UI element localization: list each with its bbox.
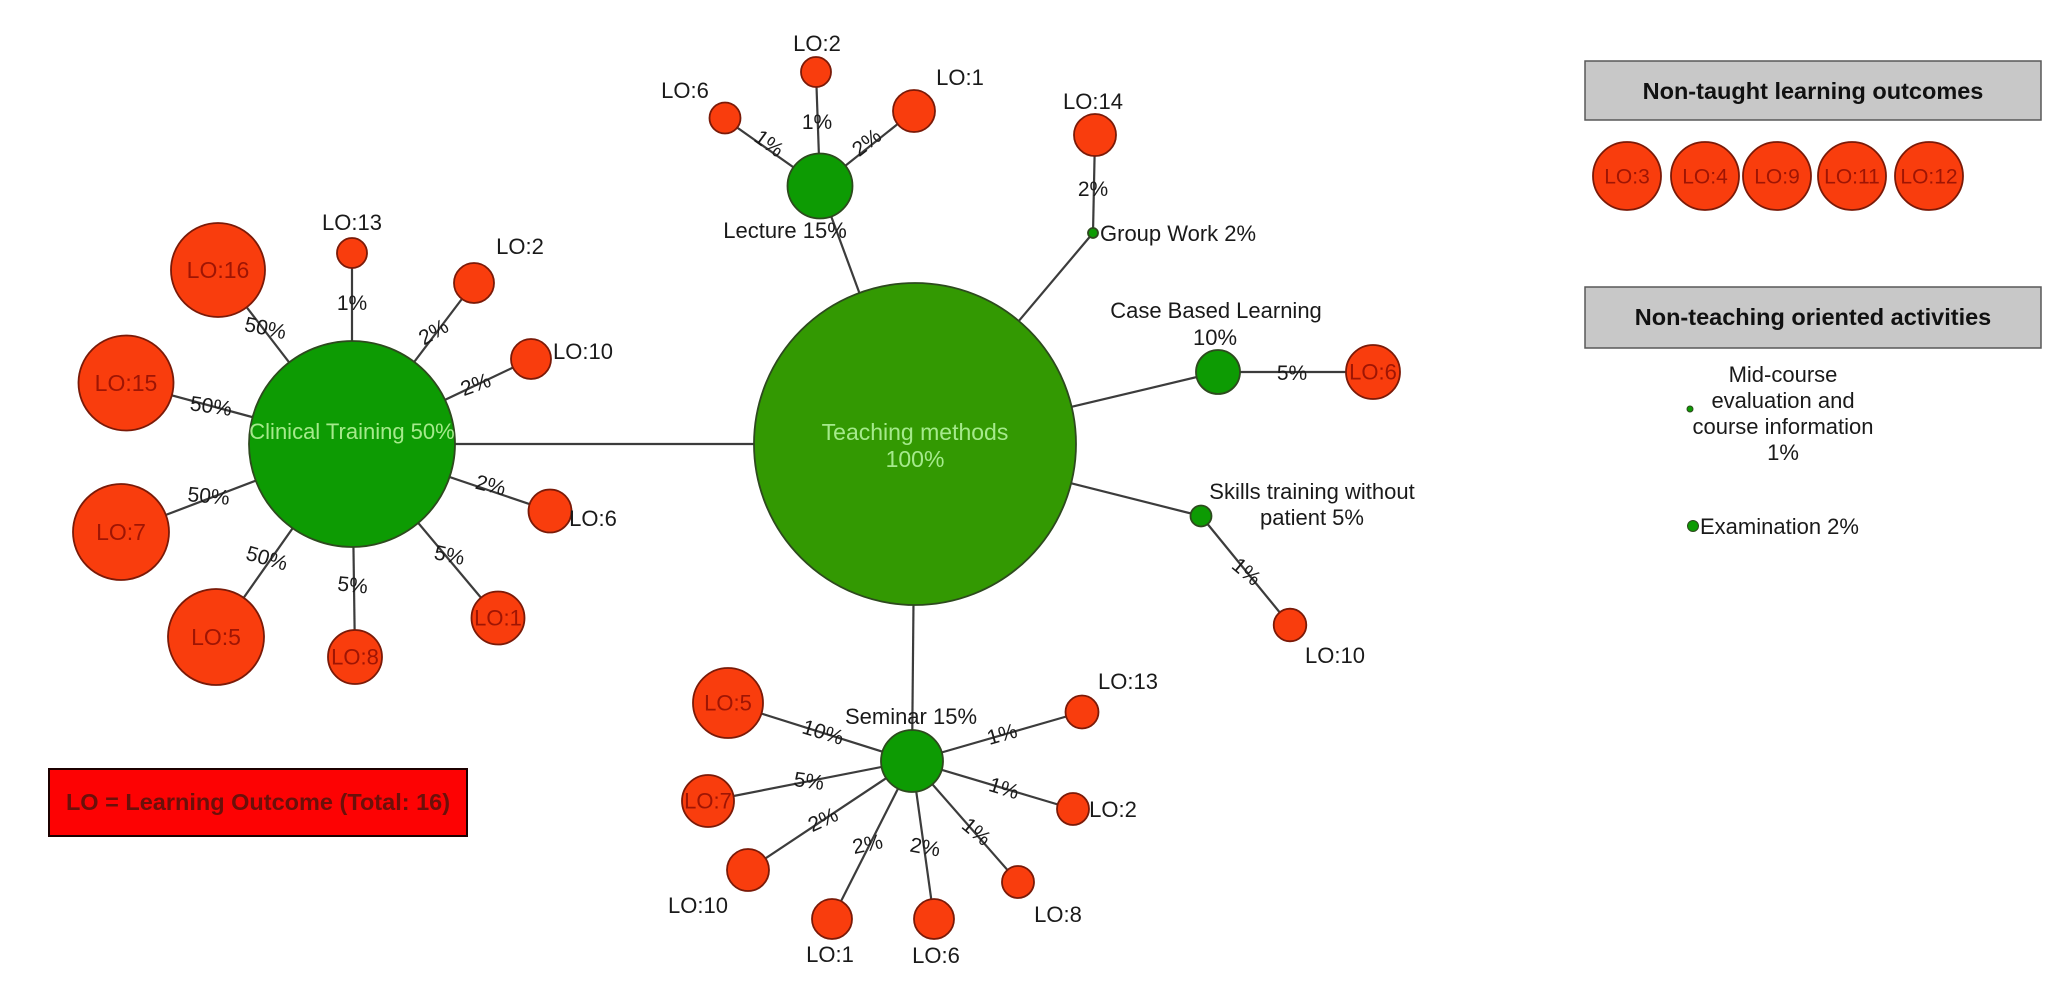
svg-text:Skills training without: Skills training without — [1209, 479, 1414, 504]
svg-text:LO:16: LO:16 — [187, 257, 250, 283]
svg-text:Non-teaching oriented activiti: Non-teaching oriented activities — [1635, 304, 1991, 330]
svg-text:LO:10: LO:10 — [1305, 643, 1365, 668]
svg-text:LO:7: LO:7 — [684, 789, 732, 814]
svg-text:LO:1: LO:1 — [936, 65, 984, 90]
svg-text:course information: course information — [1693, 414, 1874, 439]
svg-text:5%: 5% — [336, 573, 369, 599]
svg-text:50%: 50% — [187, 483, 231, 510]
svg-text:LO:12: LO:12 — [1900, 165, 1957, 188]
svg-text:LO = Learning Outcome (Total:: LO = Learning Outcome (Total: 16) — [66, 789, 450, 815]
svg-text:100%: 100% — [886, 446, 945, 472]
svg-text:LO:6: LO:6 — [912, 943, 960, 968]
svg-text:LO:15: LO:15 — [95, 370, 158, 396]
svg-text:1%: 1% — [337, 292, 367, 315]
svg-text:evaluation and: evaluation and — [1711, 388, 1854, 413]
svg-text:5%: 5% — [792, 768, 825, 795]
svg-text:Group Work 2%: Group Work 2% — [1100, 221, 1256, 246]
svg-text:LO:5: LO:5 — [704, 691, 752, 716]
svg-text:LO:7: LO:7 — [96, 519, 146, 545]
svg-text:Lecture 15%: Lecture 15% — [723, 218, 847, 243]
svg-text:LO:1: LO:1 — [474, 606, 522, 631]
svg-text:LO:2: LO:2 — [1089, 797, 1137, 822]
svg-text:LO:13: LO:13 — [1098, 669, 1158, 694]
svg-text:Teaching methods: Teaching methods — [822, 419, 1009, 445]
svg-text:5%: 5% — [1277, 362, 1307, 385]
svg-text:LO:10: LO:10 — [553, 339, 613, 364]
svg-text:LO:3: LO:3 — [1604, 165, 1650, 188]
svg-text:Case Based Learning: Case Based Learning — [1110, 298, 1322, 323]
svg-text:Clinical Training 50%: Clinical Training 50% — [249, 419, 454, 444]
svg-text:LO:4: LO:4 — [1682, 165, 1728, 188]
svg-text:2%: 2% — [908, 834, 942, 862]
svg-text:LO:6: LO:6 — [661, 78, 709, 103]
svg-text:2%: 2% — [1078, 178, 1108, 201]
svg-text:Seminar 15%: Seminar 15% — [845, 704, 977, 729]
svg-text:LO:8: LO:8 — [331, 645, 379, 670]
svg-text:10%: 10% — [1193, 325, 1237, 350]
svg-text:1%: 1% — [1767, 440, 1799, 465]
svg-text:LO:1: LO:1 — [806, 942, 854, 967]
svg-text:LO:8: LO:8 — [1034, 902, 1082, 927]
svg-text:LO:5: LO:5 — [191, 624, 241, 650]
svg-text:Non-taught learning outcomes: Non-taught learning outcomes — [1643, 78, 1984, 104]
svg-text:patient 5%: patient 5% — [1260, 505, 1364, 530]
svg-text:LO:6: LO:6 — [1349, 360, 1397, 385]
svg-text:LO:11: LO:11 — [1824, 165, 1880, 188]
svg-text:Examination 2%: Examination 2% — [1700, 514, 1859, 539]
svg-text:LO:9: LO:9 — [1754, 165, 1800, 188]
svg-text:LO:13: LO:13 — [322, 210, 382, 235]
svg-text:LO:6: LO:6 — [569, 506, 617, 531]
svg-text:LO:2: LO:2 — [793, 31, 841, 56]
svg-text:1%: 1% — [802, 111, 832, 134]
svg-text:LO:2: LO:2 — [496, 234, 544, 259]
svg-text:LO:10: LO:10 — [668, 893, 728, 918]
svg-text:Mid-course: Mid-course — [1729, 362, 1838, 387]
svg-text:LO:14: LO:14 — [1063, 89, 1123, 114]
